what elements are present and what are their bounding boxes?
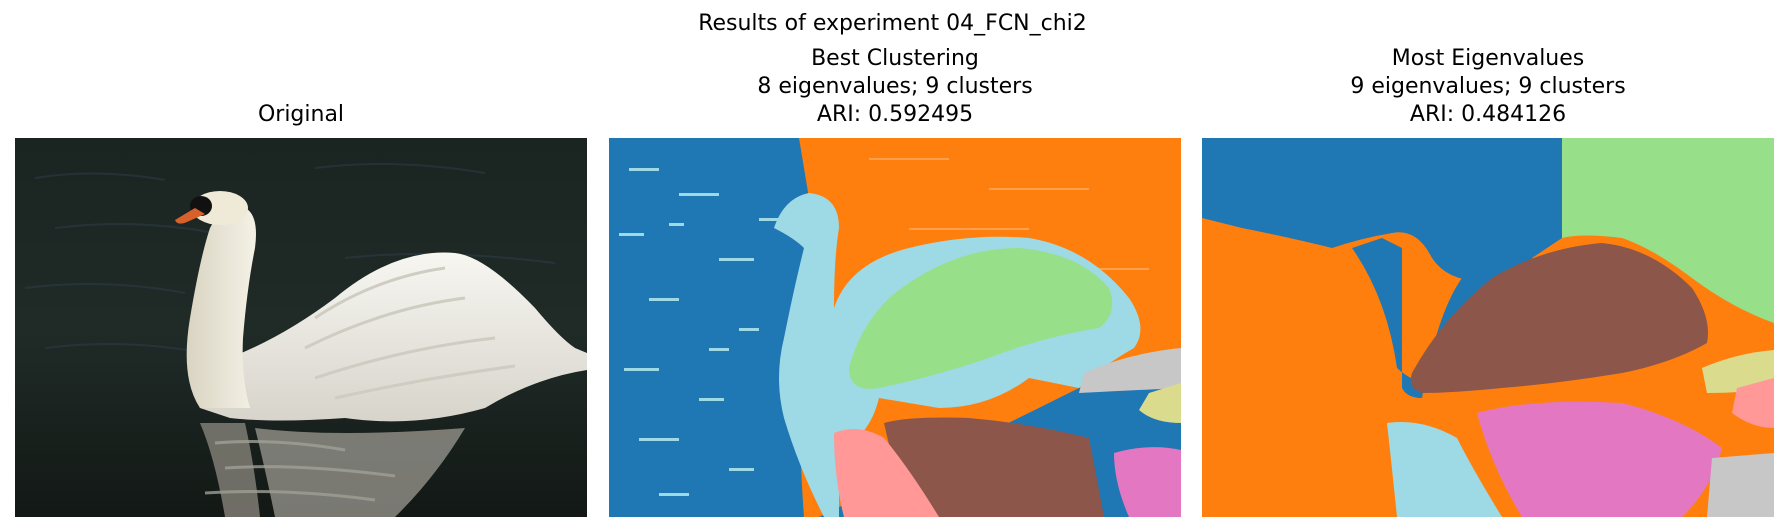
panel-title-line: Best Clustering <box>811 46 979 71</box>
cluster-speckles <box>619 168 779 496</box>
panel-title-original: Original <box>15 101 587 129</box>
panel-title-line: Original <box>257 102 345 127</box>
best-clustering-segmentation <box>609 138 1181 517</box>
panel-title-line: Most Eigenvalues <box>1391 46 1585 71</box>
figure-suptitle: Results of experiment 04_FCN_chi2 <box>698 11 1087 36</box>
panel-title-line: ARI: 0.484126 <box>1409 102 1567 127</box>
panel-title-best-clustering: Best Clustering 8 eigenvalues; 9 cluster… <box>609 45 1181 129</box>
panel-title-line: ARI: 0.592495 <box>816 102 974 127</box>
most-eigenvalues-segmentation <box>1202 138 1774 517</box>
panel-title-line: 9 eigenvalues; 9 clusters <box>1350 74 1626 99</box>
swan-photo-image <box>15 138 587 517</box>
segmentation-map-most <box>1202 138 1774 517</box>
original-swan-photo <box>15 138 587 517</box>
panel-title-most-eigenvalues: Most Eigenvalues 9 eigenvalues; 9 cluste… <box>1202 45 1774 129</box>
panel-title-line: 8 eigenvalues; 9 clusters <box>757 74 1033 99</box>
segmentation-map-best <box>609 138 1181 517</box>
